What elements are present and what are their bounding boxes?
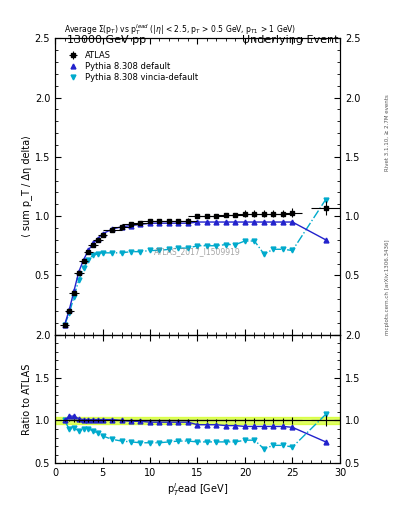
Pythia 8.308 vincia-default	[119, 250, 124, 256]
Pythia 8.308 default	[323, 237, 328, 243]
Pythia 8.308 default	[290, 219, 295, 225]
Pythia 8.308 vincia-default	[233, 242, 238, 248]
Pythia 8.308 default	[157, 220, 162, 226]
Pythia 8.308 vincia-default	[195, 243, 200, 249]
Text: Rivet 3.1.10, ≥ 2.7M events: Rivet 3.1.10, ≥ 2.7M events	[385, 95, 390, 172]
Pythia 8.308 default	[185, 220, 190, 226]
Pythia 8.308 vincia-default	[242, 238, 247, 244]
Pythia 8.308 default	[148, 220, 152, 226]
Pythia 8.308 vincia-default	[129, 249, 133, 255]
Pythia 8.308 vincia-default	[290, 247, 295, 253]
Pythia 8.308 default	[72, 288, 76, 294]
Text: ATLAS_2017_I1509919: ATLAS_2017_I1509919	[154, 247, 241, 256]
Pythia 8.308 default	[86, 247, 91, 253]
Pythia 8.308 default	[62, 322, 67, 328]
Pythia 8.308 vincia-default	[81, 265, 86, 271]
Text: Underlying Event: Underlying Event	[242, 35, 339, 45]
Pythia 8.308 vincia-default	[138, 249, 143, 255]
Pythia 8.308 default	[252, 219, 257, 225]
Pythia 8.308 vincia-default	[72, 293, 76, 300]
X-axis label: p$_T^l$ead [GeV]: p$_T^l$ead [GeV]	[167, 481, 228, 498]
Y-axis label: Ratio to ATLAS: Ratio to ATLAS	[22, 364, 32, 435]
Pythia 8.308 default	[81, 257, 86, 263]
Pythia 8.308 default	[271, 219, 276, 225]
Pythia 8.308 default	[205, 219, 209, 225]
Pythia 8.308 default	[76, 269, 81, 275]
Pythia 8.308 default	[110, 226, 114, 232]
Pythia 8.308 vincia-default	[86, 257, 91, 263]
Pythia 8.308 default	[195, 219, 200, 225]
Line: Pythia 8.308 vincia-default: Pythia 8.308 vincia-default	[62, 197, 328, 328]
Pythia 8.308 default	[167, 220, 171, 226]
Pythia 8.308 default	[91, 240, 95, 246]
Pythia 8.308 vincia-default	[224, 242, 228, 248]
Pythia 8.308 vincia-default	[91, 252, 95, 258]
Text: mcplots.cern.ch [arXiv:1306.3436]: mcplots.cern.ch [arXiv:1306.3436]	[385, 239, 390, 334]
Pythia 8.308 default	[224, 219, 228, 225]
Pythia 8.308 default	[119, 224, 124, 230]
Pythia 8.308 vincia-default	[252, 238, 257, 244]
Pythia 8.308 vincia-default	[323, 197, 328, 203]
Text: 13000 GeV pp: 13000 GeV pp	[67, 35, 146, 45]
Pythia 8.308 default	[129, 223, 133, 229]
Legend: ATLAS, Pythia 8.308 default, Pythia 8.308 vincia-default: ATLAS, Pythia 8.308 default, Pythia 8.30…	[62, 49, 201, 84]
Pythia 8.308 vincia-default	[214, 243, 219, 249]
Pythia 8.308 vincia-default	[110, 250, 114, 256]
Pythia 8.308 vincia-default	[95, 251, 100, 257]
Y-axis label: ⟨ sum p_T / Δη delta⟩: ⟨ sum p_T / Δη delta⟩	[21, 136, 32, 238]
Pythia 8.308 vincia-default	[205, 243, 209, 249]
Bar	[55, 417, 340, 424]
Pythia 8.308 default	[95, 236, 100, 242]
Pythia 8.308 default	[138, 221, 143, 227]
Pythia 8.308 vincia-default	[167, 246, 171, 252]
Pythia 8.308 vincia-default	[67, 310, 72, 316]
Pythia 8.308 vincia-default	[157, 247, 162, 253]
Pythia 8.308 default	[100, 231, 105, 237]
Pythia 8.308 default	[281, 219, 285, 225]
Pythia 8.308 vincia-default	[100, 250, 105, 256]
Pythia 8.308 vincia-default	[76, 277, 81, 283]
Pythia 8.308 vincia-default	[271, 246, 276, 252]
Pythia 8.308 vincia-default	[185, 245, 190, 251]
Pythia 8.308 default	[242, 219, 247, 225]
Text: Average $\Sigma$(p$_T$) vs p$_T^{lead}$ ($|\eta|$ < 2.5, p$_T$ > 0.5 GeV, p$_{T1: Average $\Sigma$(p$_T$) vs p$_T^{lead}$ …	[64, 22, 296, 37]
Pythia 8.308 default	[214, 219, 219, 225]
Pythia 8.308 default	[176, 220, 181, 226]
Line: Pythia 8.308 default: Pythia 8.308 default	[62, 220, 328, 328]
Pythia 8.308 vincia-default	[281, 246, 285, 252]
Pythia 8.308 default	[233, 219, 238, 225]
Pythia 8.308 vincia-default	[176, 245, 181, 251]
Pythia 8.308 default	[262, 219, 266, 225]
Pythia 8.308 vincia-default	[262, 251, 266, 257]
Pythia 8.308 default	[67, 307, 72, 313]
Pythia 8.308 vincia-default	[62, 322, 67, 328]
Pythia 8.308 vincia-default	[148, 247, 152, 253]
